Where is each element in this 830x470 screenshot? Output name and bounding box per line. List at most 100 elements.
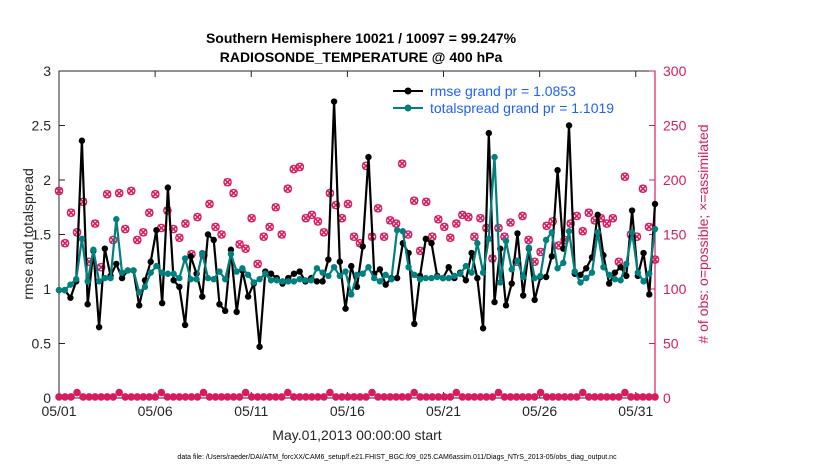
rmse-point — [365, 153, 372, 161]
obs-assimilated-point — [470, 232, 479, 241]
rmse-point — [342, 305, 349, 312]
obs-assimilated-point — [434, 215, 443, 224]
x-tick-label: 05/06 — [138, 403, 173, 419]
y-tick-right-label: 150 — [663, 227, 687, 243]
rmse-point — [353, 283, 361, 291]
rmse-point — [210, 236, 217, 244]
obs-possible-point — [548, 217, 557, 226]
obs-possible-point — [151, 189, 160, 199]
x-axis: 05/01 05/06 05/11 05/16 05/21 05/26 05/31 — [41, 71, 653, 419]
totalspread-point — [502, 237, 510, 245]
totalspread-point — [617, 277, 624, 284]
rmse-point — [548, 253, 556, 260]
totalspread-point — [388, 275, 395, 283]
rmse-point — [233, 308, 240, 316]
rmse-point — [95, 323, 103, 331]
totalspread-point — [107, 274, 114, 282]
obs-possible-point — [319, 228, 329, 237]
obs-bottom-point — [404, 393, 412, 401]
rmse-point — [67, 294, 74, 301]
y-tick-right-label: 300 — [663, 63, 687, 79]
obs-assimilated-point — [247, 214, 256, 222]
obs-assimilated-point — [524, 236, 533, 244]
totalspread-point — [296, 275, 303, 283]
rmse-point — [565, 122, 573, 129]
obs-possible-point — [313, 217, 323, 226]
rmse-point — [319, 278, 326, 285]
obs-bottom-point — [109, 393, 117, 401]
obs-assimilated-point — [55, 187, 63, 195]
totalspread-point — [376, 278, 384, 285]
rmse-point — [605, 280, 613, 287]
obs-assimilated-point — [314, 217, 322, 226]
obs-possible-point — [145, 208, 154, 217]
obs-bottom-point — [651, 393, 659, 401]
obs-assimilated-point — [181, 219, 190, 228]
chart-title-line2: RADIOSONDE_TEMPERATURE @ 400 hPa — [220, 49, 503, 65]
obs-possible-point — [602, 219, 612, 228]
obs-possible-point — [331, 200, 341, 210]
obs-assimilated-point — [211, 223, 220, 231]
y-axis-label: rmse and totalspread — [20, 168, 36, 300]
obs-assimilated-point — [133, 236, 142, 244]
totalspread-point — [193, 275, 200, 283]
rmse-point — [336, 258, 344, 265]
obs-assimilated-point — [145, 208, 154, 217]
totalspread-point — [508, 266, 515, 273]
obs-assimilated-point — [338, 214, 346, 222]
obs-assimilated-point — [374, 204, 382, 213]
obs-possible-point — [506, 218, 515, 227]
totalspread-point — [262, 270, 269, 277]
rmse-point — [164, 184, 172, 191]
obs-assimilated-point — [344, 200, 352, 208]
rmse-point — [542, 273, 550, 281]
totalspread-point — [61, 286, 68, 294]
totalspread-point — [451, 272, 458, 280]
obs-possible-point — [60, 238, 70, 248]
rmse-point — [84, 301, 91, 308]
totalspread-point — [445, 274, 452, 282]
obs-bottom-point — [277, 393, 286, 401]
obs-assimilated-point — [476, 214, 485, 222]
rmse-point — [348, 262, 355, 270]
rmse-point — [479, 325, 487, 332]
totalspread-point — [359, 270, 366, 277]
totalspread-point — [153, 262, 160, 270]
y-tick-label: 2 — [43, 172, 51, 188]
totalspread-point — [84, 278, 91, 285]
rmse-point — [462, 277, 470, 284]
totalspread-point — [646, 270, 653, 277]
obs-possible-point — [476, 213, 485, 223]
y-tick-label: 1.5 — [32, 227, 52, 243]
obs-possible-point — [584, 208, 594, 217]
obs-possible-point — [229, 188, 238, 198]
totalspread-point — [439, 274, 447, 282]
obs-possible-point — [253, 259, 262, 269]
obs-bottom-point — [494, 388, 503, 397]
rmse-point — [411, 320, 418, 328]
obs-possible-point — [578, 226, 588, 236]
rmse-point — [640, 249, 647, 257]
rmse-point — [422, 235, 429, 243]
obs-possible-point — [524, 235, 533, 245]
totalspread-point — [571, 268, 578, 275]
totalspread-point — [136, 289, 143, 296]
obs-assimilated-point — [265, 223, 274, 231]
totalspread-point — [267, 277, 275, 284]
obs-possible-point — [102, 189, 112, 199]
y-tick-right-label: 250 — [663, 118, 687, 134]
obs-assimilated-point — [615, 257, 623, 266]
totalspread-point — [474, 240, 481, 247]
obs-assimilated-point — [645, 223, 653, 231]
obs-assimilated-point — [91, 219, 99, 228]
totalspread-point — [285, 278, 292, 285]
obs-possible-point — [439, 222, 449, 232]
totalspread-point — [577, 279, 584, 286]
obs-assimilated-point — [139, 228, 148, 237]
obs-possible-point — [175, 233, 184, 243]
totalspread-point — [313, 265, 321, 272]
data-file-footer: data file: /Users/raeder/DAI/ATM_forcXX/… — [177, 454, 617, 461]
x-axis-label: May.01,2013 00:00:00 start — [272, 427, 442, 443]
rmse-point — [101, 245, 109, 252]
totalspread-point — [319, 269, 326, 276]
